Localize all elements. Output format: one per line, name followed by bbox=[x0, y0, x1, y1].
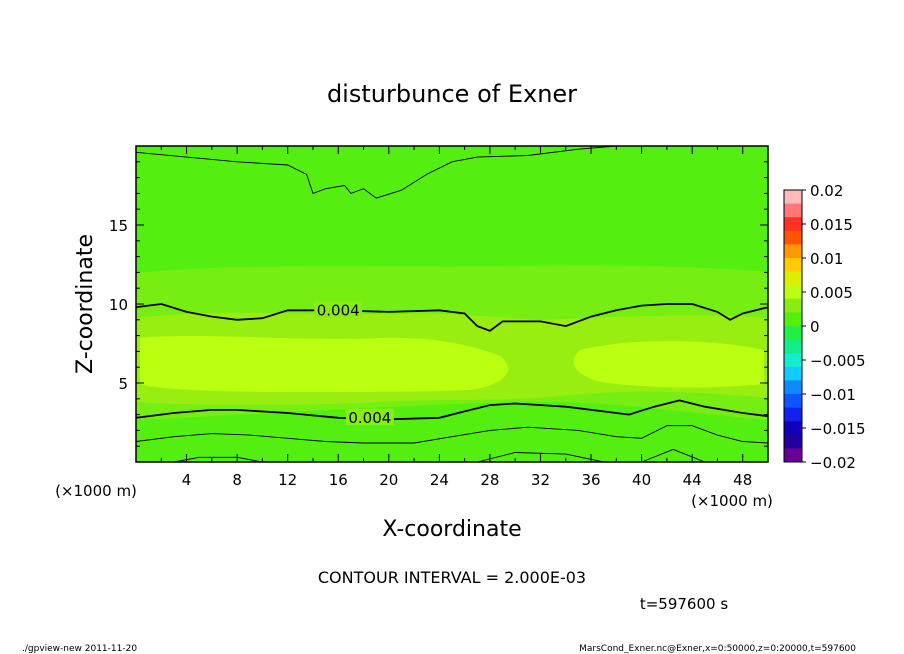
y-axis-ticks: 5 10 15 bbox=[109, 161, 768, 447]
x-tick-label: 24 bbox=[430, 471, 449, 489]
colorbar-segment bbox=[784, 190, 802, 205]
contour-line bbox=[135, 425, 769, 444]
contour-line bbox=[477, 452, 604, 463]
x-tick-label: 28 bbox=[480, 471, 499, 489]
contour-line bbox=[135, 145, 617, 199]
plot-area: 0.004 0.004 bbox=[135, 145, 769, 463]
colorbar-segment bbox=[784, 434, 802, 449]
x-tick-label: 40 bbox=[632, 471, 651, 489]
colorbar bbox=[783, 189, 803, 463]
colorbar-segment bbox=[784, 353, 802, 368]
y-axis-label: Z-coordinate bbox=[73, 234, 98, 374]
time-stamp: t=597600 s bbox=[640, 595, 728, 613]
colorbar-segment bbox=[784, 312, 802, 327]
colorbar-label: −0.005 bbox=[810, 352, 866, 370]
colorbar-segment bbox=[784, 217, 802, 232]
colorbar-segment bbox=[784, 394, 802, 409]
colorbar-segment bbox=[784, 339, 802, 354]
x-tick-label: 44 bbox=[683, 471, 702, 489]
colorbar-label: −0.015 bbox=[810, 420, 866, 438]
colorbar-segment bbox=[784, 421, 802, 436]
contour-label-bg bbox=[345, 408, 394, 425]
x-tick-label: 16 bbox=[329, 471, 348, 489]
colorbar-label: −0.02 bbox=[810, 454, 856, 472]
x-tick-label: 36 bbox=[581, 471, 600, 489]
colorbar-segment bbox=[784, 298, 802, 313]
x-tick-label: 48 bbox=[733, 471, 752, 489]
contour-labels: 0.004 0.004 bbox=[314, 301, 394, 427]
footer-left: ./gpview-new 2011-11-20 bbox=[22, 644, 137, 654]
x-axis-label: X-coordinate bbox=[382, 517, 521, 542]
contour-interval: CONTOUR INTERVAL = 2.000E-03 bbox=[318, 568, 586, 587]
colorbar-segment bbox=[784, 203, 802, 218]
contour-label: 0.004 bbox=[348, 409, 391, 427]
colorbar-segment bbox=[784, 285, 802, 300]
colorbar-label: 0 bbox=[810, 318, 820, 336]
x-tick-label: 12 bbox=[278, 471, 297, 489]
colorbar-segment bbox=[784, 230, 802, 245]
y-tick-label: 15 bbox=[109, 217, 128, 235]
colorbar-label: −0.01 bbox=[810, 386, 856, 404]
colorbar-label: 0.005 bbox=[810, 284, 853, 302]
x-tick-label: 8 bbox=[232, 471, 242, 489]
y-tick-label: 10 bbox=[109, 296, 128, 314]
x-unit-right: (×1000 m) bbox=[691, 492, 773, 510]
colorbar-label: 0.02 bbox=[810, 182, 843, 200]
colorbar-label: 0.01 bbox=[810, 250, 843, 268]
chart-title: disturbunce of Exner bbox=[327, 80, 577, 108]
footer-right: MarsCond_Exner.nc@Exner,x=0:50000,z=0:20… bbox=[579, 644, 856, 654]
contour-lines bbox=[135, 145, 769, 463]
colorbar-segment bbox=[784, 244, 802, 259]
x-axis-ticks: 4 8 12 16 20 24 28 32 36 40 44 48 bbox=[160, 146, 752, 489]
contour-label-bg bbox=[314, 301, 363, 318]
contour-line bbox=[135, 399, 769, 421]
contour-label: 0.004 bbox=[317, 301, 360, 319]
x-unit-left: (×1000 m) bbox=[55, 482, 137, 500]
contour-line bbox=[135, 303, 769, 332]
colorbar-segment bbox=[784, 448, 802, 463]
colorbar-segment bbox=[784, 380, 802, 395]
colorbar-segment bbox=[784, 326, 802, 341]
colorbar-segment bbox=[784, 407, 802, 422]
contour-line bbox=[641, 448, 705, 463]
y-tick-label: 5 bbox=[118, 375, 128, 393]
colorbar-segment bbox=[784, 271, 802, 286]
peak-region bbox=[140, 336, 764, 392]
x-tick-label: 4 bbox=[182, 471, 192, 489]
colorbar-segment bbox=[784, 258, 802, 273]
colorbar-label: 0.015 bbox=[810, 216, 853, 234]
colorbar-ticks: 0.02 0.015 0.01 0.005 0 −0.005 −0.01 −0.015 −0.0… bbox=[802, 182, 866, 472]
x-tick-label: 20 bbox=[379, 471, 398, 489]
colorbar-segment bbox=[784, 366, 802, 381]
x-tick-label: 32 bbox=[531, 471, 550, 489]
